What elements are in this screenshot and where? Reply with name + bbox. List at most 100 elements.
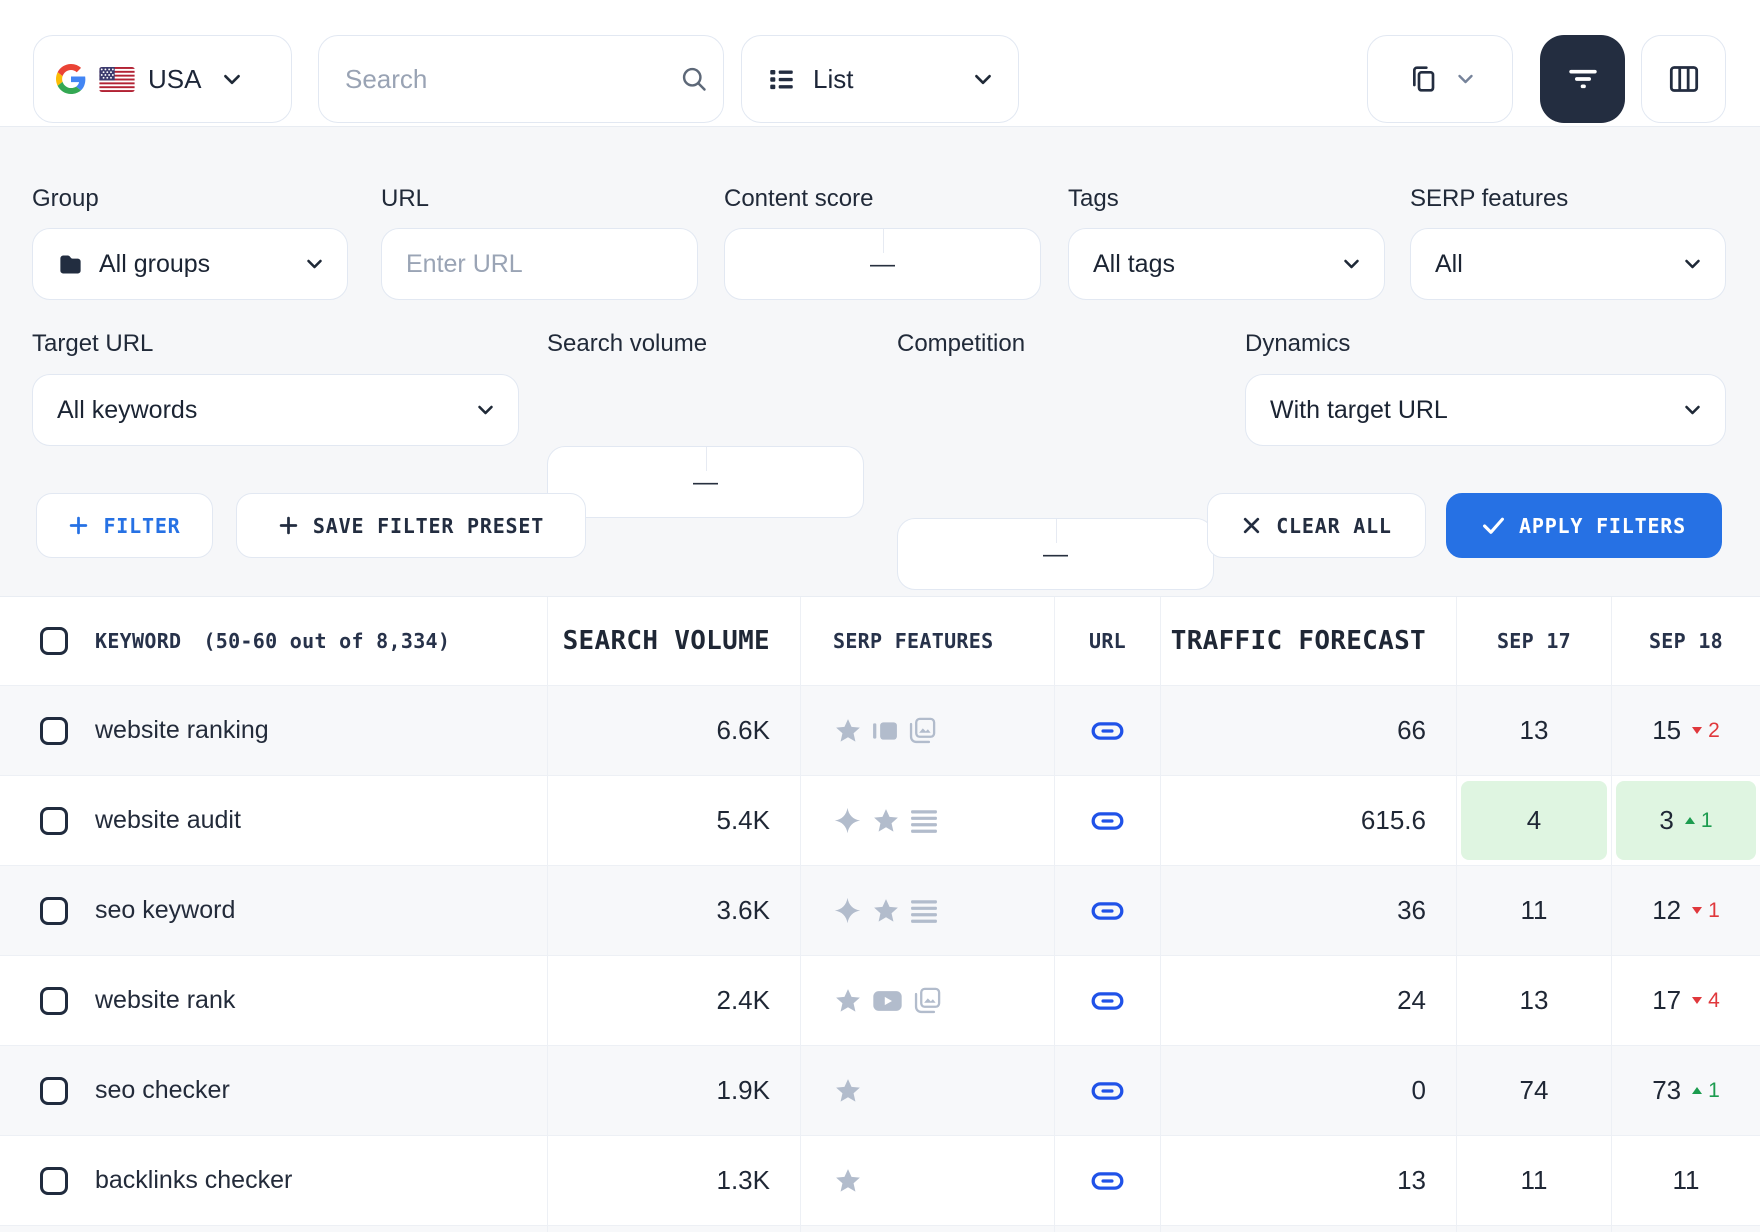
filter-label-url: URL [381, 185, 430, 212]
search-volume-column-header[interactable]: SEARCH VOLUME [547, 597, 800, 685]
link-icon[interactable] [1091, 1081, 1124, 1101]
competition-range[interactable]: — [897, 518, 1214, 590]
usa-flag-icon [99, 66, 135, 92]
row-checkbox[interactable] [40, 1166, 68, 1195]
url-input[interactable] [406, 249, 673, 279]
rank-change-up: 1 [1692, 1079, 1720, 1103]
keyword-text: website ranking [95, 716, 269, 744]
serp-features-cell [800, 866, 1054, 955]
url-cell [1054, 686, 1160, 775]
dynamics-select[interactable]: With target URL [1245, 374, 1726, 446]
table-row: backlinks checker 1.3K 13 11 11 [0, 1136, 1760, 1226]
target-url-select-value: All keywords [57, 395, 198, 424]
chevron-down-icon [223, 74, 241, 85]
row-checkbox[interactable] [40, 1076, 68, 1105]
filter-label-target-url: Target URL [32, 330, 154, 357]
check-icon [1482, 516, 1505, 535]
add-filter-label: FILTER [103, 513, 181, 538]
keyword-cell: website audit [0, 776, 547, 865]
traffic-forecast-column-header[interactable]: TRAFFIC FORECAST [1160, 597, 1456, 685]
sep18-cell: 11 [1611, 1136, 1760, 1225]
search-volume-cell: 1.9K [547, 1046, 800, 1135]
keyword-text: website rank [95, 986, 236, 1014]
apply-filters-label: APPLY FILTERS [1519, 513, 1686, 538]
chevron-down-icon [1684, 259, 1701, 269]
view-mode-select[interactable]: List [741, 35, 1019, 123]
content-score-range[interactable]: — [724, 228, 1041, 300]
url-cell [1054, 776, 1160, 865]
add-filter-button[interactable]: FILTER [36, 493, 213, 558]
filter-label-serp-features: SERP features [1410, 185, 1569, 212]
next-row-sliver [0, 1226, 1760, 1232]
row-checkbox[interactable] [40, 986, 68, 1015]
chevron-down-icon [477, 405, 494, 415]
link-icon[interactable] [1091, 1171, 1124, 1191]
serp-features-cell [800, 1046, 1054, 1135]
filters-toggle-button[interactable] [1540, 35, 1625, 123]
link-icon[interactable] [1091, 721, 1124, 741]
google-icon [56, 64, 86, 94]
link-icon[interactable] [1091, 811, 1124, 831]
rank-change-down: 1 [1692, 899, 1720, 923]
star-icon [833, 1166, 863, 1196]
keyword-cell: seo keyword [0, 866, 547, 955]
group-select[interactable]: All groups [32, 228, 348, 300]
star-icon [871, 806, 901, 836]
copy-icon [1407, 63, 1439, 95]
search-engine-country-select[interactable]: USA [33, 35, 292, 123]
serp-features-column-header[interactable]: SERP FEATURES [800, 597, 1054, 685]
date-column-header-sep17[interactable]: SEP 17 [1456, 597, 1611, 685]
images-icon [907, 716, 937, 746]
filter-label-group: Group [32, 185, 99, 212]
keyword-header-label[interactable]: KEYWORD (50-60 out of 8,334) [95, 629, 451, 653]
search-volume-cell: 6.6K [547, 686, 800, 775]
row-checkbox[interactable] [40, 896, 68, 925]
link-icon[interactable] [1091, 991, 1124, 1011]
select-all-checkbox[interactable] [40, 627, 68, 655]
star-icon [833, 1076, 863, 1106]
sep18-cell: 12 1 [1611, 866, 1760, 955]
sep18-cell: 17 4 [1611, 956, 1760, 1045]
apply-filters-button[interactable]: APPLY FILTERS [1446, 493, 1722, 558]
search-input[interactable] [345, 63, 680, 95]
traffic-forecast-cell: 615.6 [1160, 776, 1456, 865]
sep18-cell: 15 2 [1611, 686, 1760, 775]
traffic-forecast-cell: 36 [1160, 866, 1456, 955]
traffic-forecast-cell: 13 [1160, 1136, 1456, 1225]
table-row: website ranking 6.6K 66 13 15 2 [0, 686, 1760, 776]
triangle-up-icon [1684, 817, 1695, 824]
target-url-select[interactable]: All keywords [32, 374, 519, 446]
table-body: website ranking 6.6K 66 13 15 2 website a… [0, 686, 1760, 1226]
row-checkbox[interactable] [40, 716, 68, 745]
url-column-header[interactable]: URL [1054, 597, 1160, 685]
traffic-forecast-cell: 66 [1160, 686, 1456, 775]
star-icon [871, 896, 901, 926]
group-select-value: All groups [99, 249, 211, 278]
search-volume-range[interactable]: — [547, 446, 864, 518]
url-cell [1054, 956, 1160, 1045]
keyword-cell: seo checker [0, 1046, 547, 1135]
row-checkbox[interactable] [40, 806, 68, 835]
link-icon[interactable] [1091, 901, 1124, 921]
clear-all-button[interactable]: CLEAR ALL [1207, 493, 1426, 558]
chevron-down-icon [974, 74, 992, 85]
toolbar: USA List [0, 0, 1760, 127]
export-copy-button[interactable] [1367, 35, 1513, 123]
serp-features-cell [800, 686, 1054, 775]
url-cell [1054, 1046, 1160, 1135]
save-filter-preset-label: SAVE FILTER PRESET [312, 513, 545, 538]
columns-icon [1669, 65, 1699, 93]
range-separator: — [870, 249, 895, 278]
keyword-count: (50-60 out of 8,334) [203, 629, 451, 653]
table-row: seo keyword 3.6K 36 11 12 1 [0, 866, 1760, 956]
date-column-header-sep18[interactable]: SEP 18 [1611, 597, 1760, 685]
range-separator: — [693, 467, 718, 496]
traffic-forecast-cell: 24 [1160, 956, 1456, 1045]
serp-features-select[interactable]: All [1410, 228, 1726, 300]
filter-lines-icon [1567, 67, 1599, 91]
columns-settings-button[interactable] [1641, 35, 1726, 123]
search-icon[interactable] [680, 65, 708, 93]
sep17-cell: 11 [1456, 1136, 1611, 1225]
tags-select[interactable]: All tags [1068, 228, 1385, 300]
save-filter-preset-button[interactable]: SAVE FILTER PRESET [236, 493, 586, 558]
